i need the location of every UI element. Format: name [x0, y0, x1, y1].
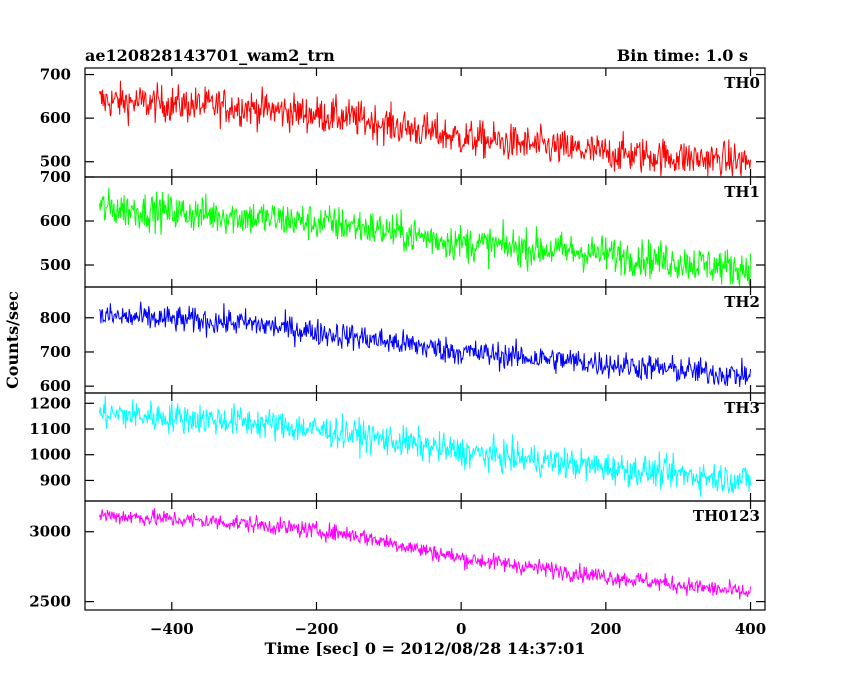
series-line-th0123	[98, 508, 752, 600]
x-tick-label: 0	[456, 620, 466, 638]
y-tick-label: 500	[40, 256, 71, 274]
chart-title: ae120828143701_wam2_trn	[85, 46, 335, 65]
x-tick-label: −200	[295, 620, 339, 638]
y-tick-label: 700	[40, 168, 71, 186]
panel-th0: 500 600 700 TH0	[40, 66, 766, 178]
panel-th2: 600 700 800 TH2	[40, 286, 766, 395]
panel-label-th1: TH1	[724, 183, 760, 201]
panel-label-th2: TH2	[724, 293, 760, 311]
x-tick-label: 400	[735, 620, 766, 638]
y-tick-label: 600	[40, 212, 71, 230]
x-tick-label: −400	[150, 620, 194, 638]
panel-frame	[84, 392, 766, 502]
y-tick-label: 600	[40, 377, 71, 395]
y-tick-label: 1100	[29, 420, 71, 438]
y-tick-label: 2500	[29, 593, 71, 611]
series-line-th2	[99, 301, 752, 387]
panel-label-th0: TH0	[724, 74, 760, 92]
panel-frame	[84, 500, 766, 611]
panel-label-th3: TH3	[724, 399, 760, 417]
x-axis: −400 −200 0 200 400	[150, 620, 766, 638]
y-tick-label: 1200	[29, 394, 71, 412]
panels-group: 500 600 700 TH0 500 600 700 TH1 600 700 800 TH2 900 1…	[29, 66, 766, 611]
series-line-th1	[98, 187, 752, 287]
panel-th3: 900 1000 1100 1200 TH3	[29, 392, 766, 502]
panel-th1: 500 600 700 TH1	[40, 168, 766, 288]
y-tick-label: 700	[40, 343, 71, 361]
y-tick-label: 1000	[29, 446, 71, 464]
bin-time-label: Bin time: 1.0 s	[617, 46, 748, 65]
series-line-th3	[98, 395, 752, 497]
x-axis-label: Time [sec] 0 = 2012/08/28 14:37:01	[265, 639, 586, 658]
y-tick-label: 700	[40, 66, 71, 84]
x-tick-label: 200	[590, 620, 621, 638]
y-tick-label: 600	[40, 109, 71, 127]
panel-frame	[84, 286, 766, 394]
y-tick-label: 900	[40, 471, 71, 489]
y-axis-label: Counts/sec	[3, 291, 22, 389]
series-line-th0	[98, 80, 752, 177]
panel-label-th0123: TH0123	[693, 507, 760, 525]
y-tick-label: 800	[40, 309, 71, 327]
y-tick-label: 500	[40, 153, 71, 171]
y-tick-label: 3000	[29, 523, 71, 541]
panel-th0123: 2500 3000 TH0123	[29, 500, 766, 611]
